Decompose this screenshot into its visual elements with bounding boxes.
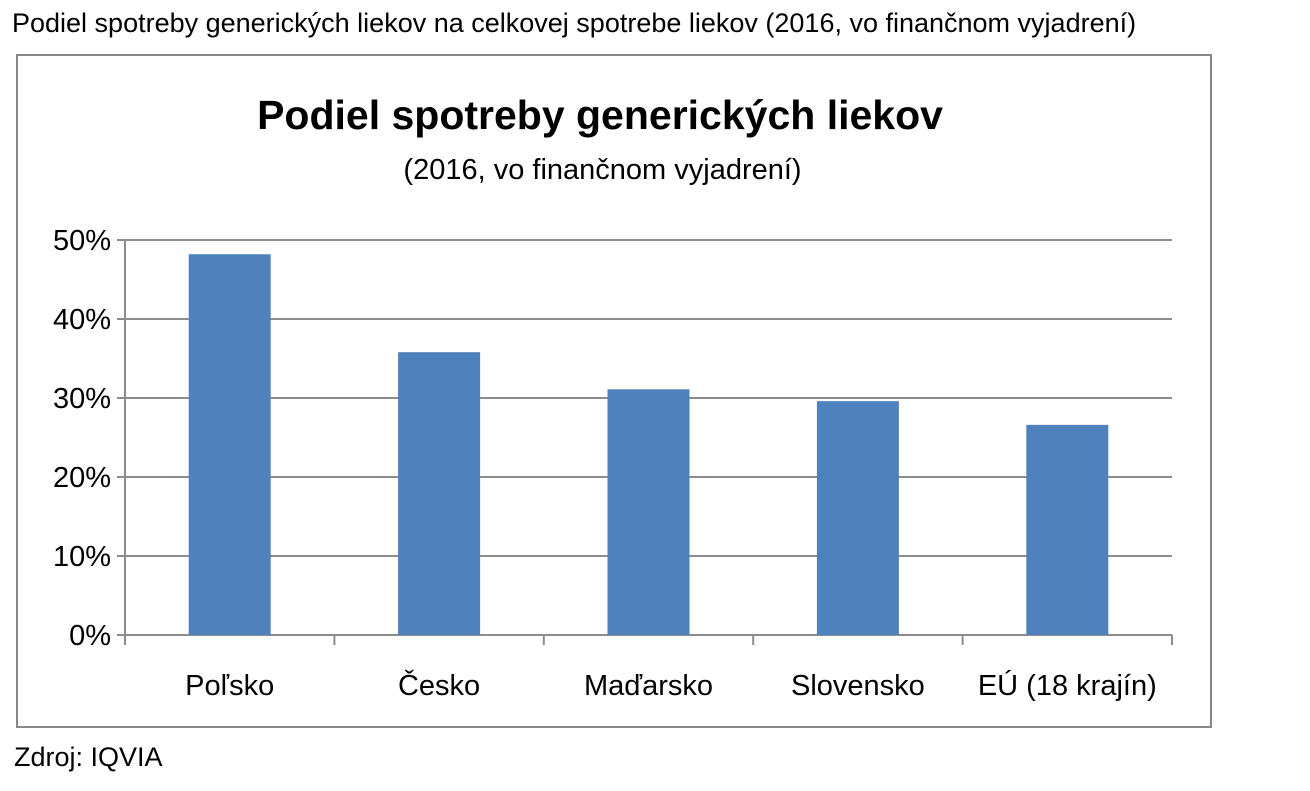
x-category-label: Maďarsko	[584, 670, 713, 702]
chart-title: Podiel spotreby generických liekov	[257, 92, 943, 138]
chart-subtitle: (2016, vo finančnom vyjadrení)	[403, 154, 802, 186]
bar	[816, 401, 899, 635]
x-category-label: Česko	[398, 668, 480, 702]
y-tick-label: 20%	[53, 462, 111, 494]
y-tick-label: 40%	[53, 304, 111, 336]
y-tick-label: 10%	[53, 541, 111, 573]
y-tick-label: 0%	[69, 620, 111, 652]
x-category-label: Poľsko	[185, 670, 274, 702]
source-note: Zdroj: IQVIA	[14, 742, 163, 772]
bar-chart-plot: 0% 10% 20% 30% 40% 50% Poľsko Česko Maďarsko Slov…	[53, 225, 1173, 702]
bar	[188, 254, 271, 635]
chart-frame: Podiel spotreby generických liekov (2016…	[16, 54, 1212, 728]
bar	[1026, 424, 1109, 635]
bar	[607, 389, 690, 635]
x-category-label: Slovensko	[791, 670, 925, 702]
y-tick-label: 50%	[53, 225, 111, 257]
figure-caption: Podiel spotreby generických liekov na ce…	[12, 8, 1137, 38]
x-category-label: EÚ (18 krajín)	[978, 669, 1157, 702]
y-tick-label: 30%	[53, 383, 111, 415]
bar	[398, 352, 481, 635]
